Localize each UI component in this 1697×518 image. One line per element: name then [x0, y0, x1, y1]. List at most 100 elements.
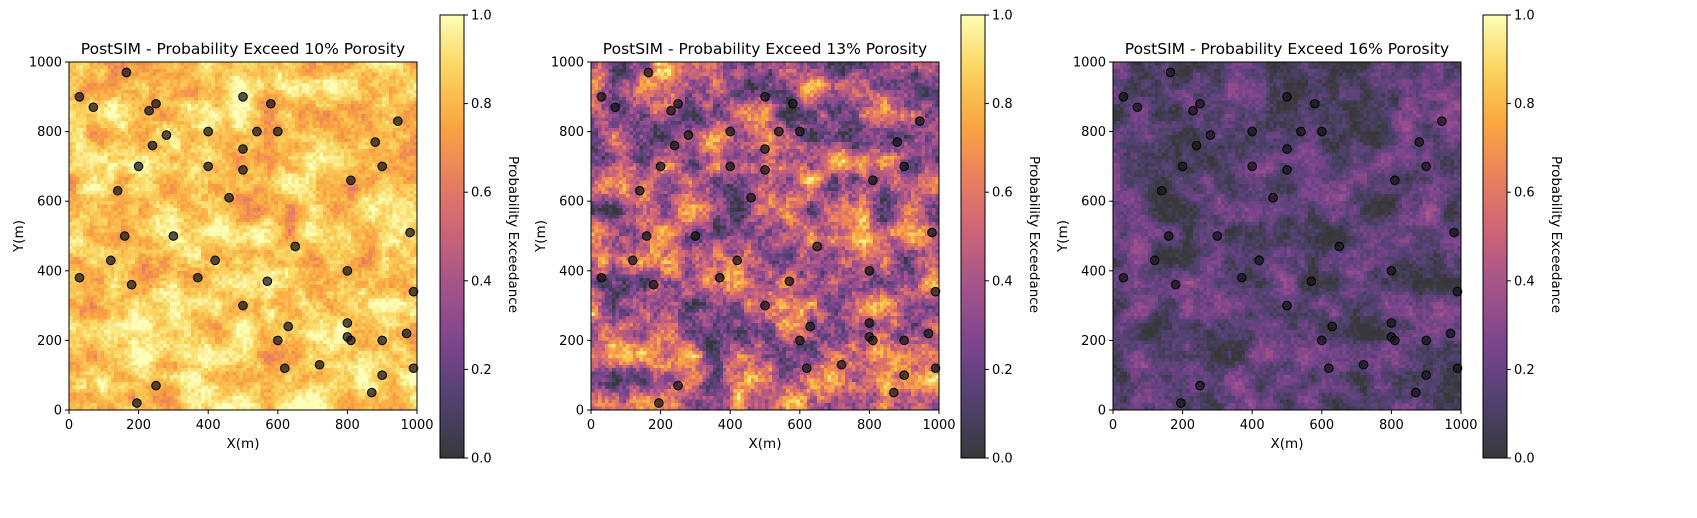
well-point [1254, 255, 1264, 266]
y-tick-label: 1000 [551, 56, 584, 71]
well-point [714, 272, 725, 283]
well-point [1156, 185, 1167, 196]
well-point [1282, 92, 1292, 102]
well-point [864, 318, 875, 328]
well-point [1414, 137, 1425, 147]
y-tick-label: 1000 [29, 56, 62, 71]
well-point [1317, 335, 1327, 346]
colorbar-tick-label: 1.0 [471, 9, 492, 24]
y-tick-label: 400 [1081, 264, 1106, 279]
well-point [203, 126, 213, 137]
well-point [1195, 380, 1205, 391]
well-point [1132, 102, 1143, 113]
well-point [1445, 328, 1456, 339]
well-point [899, 161, 910, 172]
well-point [1163, 231, 1174, 241]
well-point [1449, 227, 1459, 238]
well-point [408, 363, 419, 374]
x-axis-label: X(m) [749, 436, 782, 452]
well-point [1317, 126, 1327, 137]
well-point [144, 105, 154, 116]
x-tick-label: 800 [1379, 418, 1404, 433]
x-tick-label: 1000 [400, 418, 433, 433]
well-point [1310, 98, 1320, 109]
well-point [224, 192, 234, 203]
colorbar-tick-label: 0.6 [471, 186, 492, 201]
well-point [1421, 335, 1431, 346]
well-point [690, 231, 701, 241]
colorbar-tick-label: 1.0 [1514, 9, 1535, 24]
well-point [1188, 105, 1198, 116]
colorbar-tick-label: 1.0 [992, 9, 1013, 24]
well-point [393, 116, 403, 126]
well-point [342, 318, 353, 328]
well-point [210, 255, 220, 266]
well-point [648, 279, 659, 290]
colorbar-tick-label: 0.2 [992, 363, 1013, 378]
well-point [760, 92, 770, 102]
well-point [795, 126, 805, 137]
well-point [746, 192, 756, 203]
well-point [1358, 359, 1369, 370]
well-point [1282, 144, 1292, 154]
colorbar-label: Probability Exceedance [505, 156, 521, 313]
colorbar [439, 14, 465, 459]
well-point [732, 255, 742, 266]
x-tick-label: 0 [65, 418, 73, 433]
well-point [1390, 175, 1400, 186]
y-tick-label: 800 [559, 125, 584, 140]
plot-frame [590, 61, 940, 411]
well-point [1410, 387, 1421, 398]
colorbar-tick-label: 0.4 [471, 274, 492, 289]
colorbar-tick-label: 0.8 [471, 97, 492, 112]
well-point [596, 92, 607, 102]
well-point [610, 102, 621, 113]
well-point [899, 335, 910, 346]
well-point [1268, 192, 1278, 203]
x-tick-label: 600 [1309, 418, 1334, 433]
y-tick-label: 800 [37, 125, 62, 140]
well-point [1236, 272, 1247, 283]
well-point [121, 67, 132, 78]
well-point [683, 130, 694, 140]
well-point [641, 231, 652, 241]
chart-title: PostSIM - Probability Exceed 16% Porosit… [1125, 40, 1449, 58]
well-point [266, 98, 276, 109]
well-point [132, 398, 142, 408]
x-tick-label: 600 [787, 418, 812, 433]
well-point [168, 231, 179, 241]
colorbar-tick-label: 0.8 [992, 97, 1013, 112]
well-point [279, 363, 290, 374]
well-point [1452, 286, 1463, 297]
well-point [74, 272, 85, 283]
well-point [666, 105, 676, 116]
colorbar-tick-label: 0.6 [1514, 186, 1535, 201]
x-tick-label: 400 [718, 418, 743, 433]
well-point [88, 102, 99, 113]
y-tick-label: 0 [54, 404, 62, 419]
well-point [1452, 363, 1463, 374]
well-point [342, 266, 353, 276]
chart-panel-1: 00 200 200 400 400 600 600 800 800 1000 1000 PostSI… [11, 9, 521, 467]
y-axis-label: Y(m) [533, 220, 549, 253]
well-point [1390, 335, 1400, 346]
well-point [634, 185, 645, 196]
well-point [669, 140, 680, 151]
well-point [126, 279, 137, 290]
x-tick-label: 200 [1170, 418, 1195, 433]
x-axis-label: X(m) [227, 436, 260, 452]
chart-panel-3: 00 200 200 400 400 600 600 800 800 1000 1000 PostSI… [1055, 9, 1564, 467]
well-point [1421, 370, 1431, 381]
y-tick-label: 600 [37, 195, 62, 210]
well-point [923, 328, 934, 339]
well-point [1334, 241, 1344, 252]
well-point [405, 227, 415, 238]
well-point [627, 255, 638, 266]
well-point [899, 370, 910, 381]
colorbar-tick-label: 0.2 [471, 363, 492, 378]
well-point [74, 92, 85, 102]
well-point [192, 272, 203, 283]
well-point [1212, 231, 1223, 241]
